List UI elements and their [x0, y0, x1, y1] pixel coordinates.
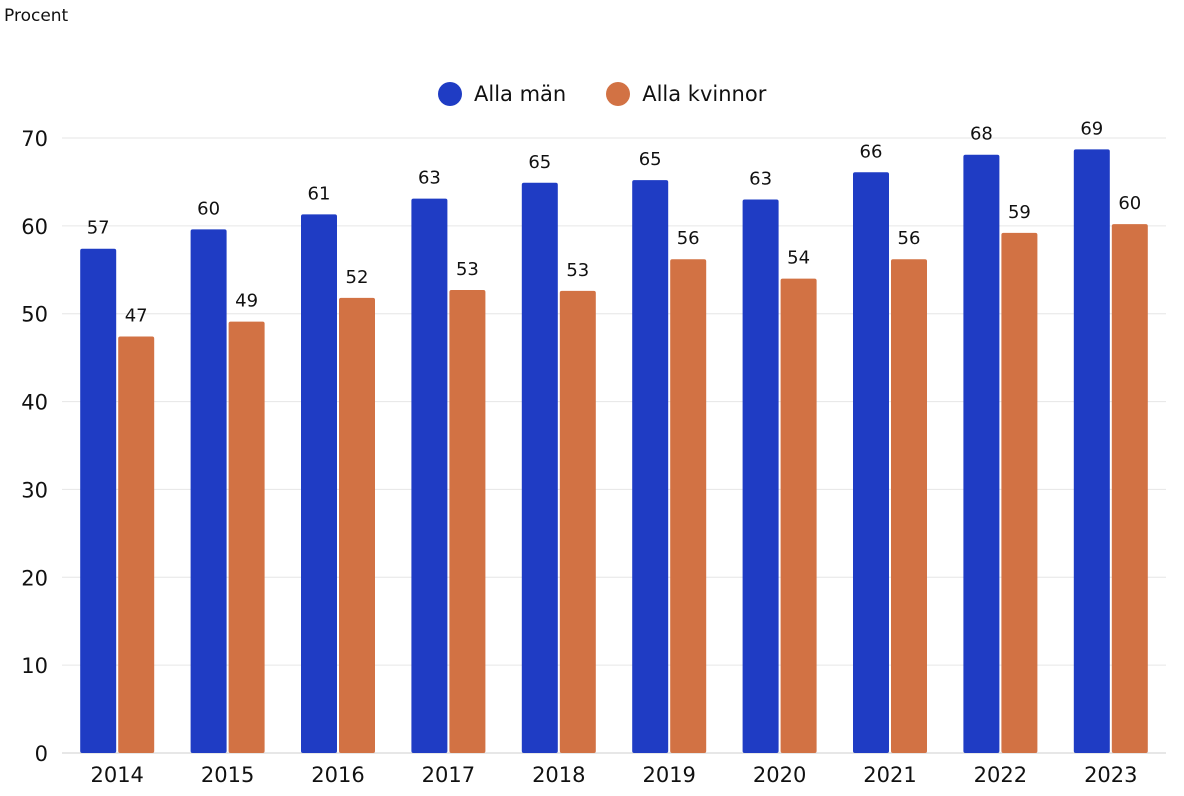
bar-men [301, 214, 337, 753]
y-tick-label: 60 [21, 215, 48, 239]
legend-swatch-women [606, 82, 631, 106]
y-tick-label: 20 [21, 566, 48, 590]
data-label: 63 [749, 169, 772, 190]
data-label: 69 [1080, 118, 1103, 139]
bar-women [891, 259, 927, 753]
legend-item-women: Alla kvinnor [606, 82, 766, 106]
data-label: 56 [677, 228, 700, 249]
bar-men [521, 182, 558, 754]
bar-men [963, 154, 1000, 753]
legend-swatch-men [438, 82, 462, 106]
bar-men [80, 248, 117, 753]
bar-women [339, 297, 375, 753]
bar-women [780, 278, 817, 753]
bar-women [559, 290, 596, 753]
bar-women [670, 259, 707, 753]
data-label: 60 [197, 198, 220, 219]
legend-label-men: Alla män [474, 82, 567, 106]
x-tick-label: 2022 [974, 763, 1027, 787]
data-label: 66 [860, 141, 883, 162]
x-tick-label: 2017 [422, 763, 475, 787]
data-label: 61 [308, 183, 331, 204]
data-label: 57 [87, 218, 110, 239]
legend-item-men: Alla män [438, 82, 566, 106]
data-label: 65 [639, 149, 662, 170]
data-label: 63 [418, 168, 441, 189]
y-tick-label: 70 [21, 127, 48, 151]
data-label: 49 [235, 291, 258, 312]
bar-men [411, 198, 448, 753]
bar-men [742, 199, 779, 753]
x-tick-label: 2016 [311, 763, 364, 787]
data-label: 53 [456, 259, 479, 280]
x-tick-label: 2015 [201, 763, 254, 787]
data-label: 47 [125, 306, 148, 327]
y-tick-label: 40 [21, 391, 48, 415]
bar-men [190, 229, 227, 753]
x-tick-label: 2020 [753, 763, 806, 787]
bar-women [1001, 232, 1038, 753]
bar-women [449, 289, 486, 753]
bar-women [118, 336, 155, 753]
x-tick-label: 2014 [90, 763, 143, 787]
y-tick-label: 30 [21, 478, 48, 502]
chart-subtitle: Procent [4, 6, 69, 26]
bar-men [632, 180, 669, 753]
y-tick-label: 10 [21, 654, 48, 678]
data-label: 68 [970, 124, 993, 145]
y-tick-label: 50 [21, 303, 48, 327]
bar-women [1111, 224, 1148, 754]
chart-legend: Alla män Alla kvinnor [438, 82, 806, 106]
x-tick-label: 2023 [1084, 763, 1137, 787]
data-label: 65 [528, 152, 551, 173]
data-label: 52 [346, 267, 369, 288]
data-label: 60 [1118, 193, 1141, 214]
y-tick-label: 0 [35, 742, 48, 766]
legend-label-women: Alla kvinnor [642, 82, 767, 106]
x-tick-label: 2018 [532, 763, 585, 787]
data-label: 59 [1008, 202, 1031, 223]
data-label: 56 [898, 228, 921, 249]
x-tick-label: 2021 [863, 763, 916, 787]
bar-men [1073, 149, 1110, 753]
bar-men [853, 172, 889, 753]
x-tick-label: 2019 [642, 763, 695, 787]
data-label: 54 [787, 248, 810, 269]
data-label: 53 [566, 260, 589, 281]
bar-women [228, 321, 265, 753]
